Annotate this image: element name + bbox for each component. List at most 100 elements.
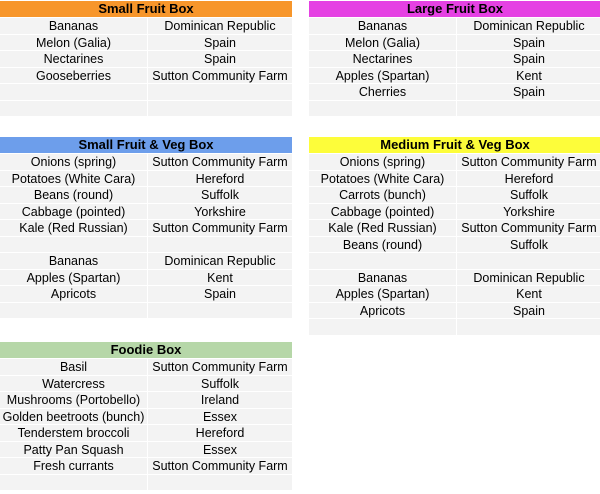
box-header[interactable]: Large Fruit Box: [309, 1, 600, 18]
item-cell[interactable]: Tenderstem broccoli: [0, 425, 148, 442]
item-cell[interactable]: Potatoes (White Cara): [309, 170, 457, 187]
item-cell[interactable]: Kale (Red Russian): [0, 220, 148, 237]
origin-cell[interactable]: Suffolk: [148, 375, 292, 392]
origin-cell[interactable]: Hereford: [148, 425, 292, 442]
box-header[interactable]: Small Fruit Box: [0, 1, 292, 18]
table-row: [309, 253, 600, 270]
item-cell[interactable]: Onions (spring): [0, 154, 148, 171]
item-cell[interactable]: Onions (spring): [309, 154, 457, 171]
origin-cell[interactable]: [148, 100, 292, 117]
origin-cell[interactable]: Sutton Community Farm: [148, 67, 292, 84]
box-header[interactable]: Medium Fruit & Veg Box: [309, 137, 600, 154]
item-cell[interactable]: Bananas: [0, 253, 148, 270]
item-cell[interactable]: [0, 100, 148, 117]
origin-cell[interactable]: Suffolk: [148, 187, 292, 204]
item-cell[interactable]: Apricots: [309, 302, 457, 319]
item-cell[interactable]: Nectarines: [309, 51, 457, 68]
table-row: [0, 302, 292, 319]
item-cell[interactable]: Melon (Galia): [309, 34, 457, 51]
origin-cell[interactable]: Dominican Republic: [148, 253, 292, 270]
item-cell[interactable]: [0, 84, 148, 101]
item-cell[interactable]: Beans (round): [309, 236, 457, 253]
origin-cell[interactable]: Essex: [148, 441, 292, 458]
origin-cell[interactable]: [148, 474, 292, 491]
item-cell[interactable]: Patty Pan Squash: [0, 441, 148, 458]
origin-cell[interactable]: Kent: [457, 286, 600, 303]
origin-cell[interactable]: [148, 302, 292, 319]
item-cell[interactable]: Cherries: [309, 84, 457, 101]
item-cell[interactable]: [309, 319, 457, 336]
table-row: Nectarines Spain: [309, 51, 600, 68]
medium-fruit-veg-box-table: Medium Fruit & Veg Box Onions (spring) Sut…: [309, 137, 600, 336]
table-row: Bananas Dominican Republic: [309, 18, 600, 35]
item-cell[interactable]: Cabbage (pointed): [309, 203, 457, 220]
item-cell[interactable]: [309, 100, 457, 117]
origin-cell[interactable]: Spain: [148, 286, 292, 303]
item-cell[interactable]: Watercress: [0, 375, 148, 392]
origin-cell[interactable]: Hereford: [457, 170, 600, 187]
origin-cell[interactable]: Suffolk: [457, 236, 600, 253]
box-header[interactable]: Foodie Box: [0, 342, 292, 359]
item-cell[interactable]: Kale (Red Russian): [309, 220, 457, 237]
origin-cell[interactable]: Sutton Community Farm: [457, 220, 600, 237]
origin-cell[interactable]: Spain: [457, 51, 600, 68]
origin-cell[interactable]: Sutton Community Farm: [148, 458, 292, 475]
origin-cell[interactable]: Spain: [148, 51, 292, 68]
origin-cell[interactable]: Sutton Community Farm: [148, 154, 292, 171]
origin-cell[interactable]: Suffolk: [457, 187, 600, 204]
origin-cell[interactable]: Yorkshire: [457, 203, 600, 220]
origin-cell[interactable]: Spain: [148, 34, 292, 51]
origin-cell[interactable]: Spain: [457, 34, 600, 51]
item-cell[interactable]: Apricots: [0, 286, 148, 303]
origin-cell[interactable]: [457, 100, 600, 117]
origin-cell[interactable]: [148, 84, 292, 101]
item-cell[interactable]: Apples (Spartan): [0, 269, 148, 286]
item-cell[interactable]: Basil: [0, 359, 148, 376]
item-cell[interactable]: Apples (Spartan): [309, 286, 457, 303]
item-cell[interactable]: [309, 253, 457, 270]
table-row: Golden beetroots (bunch) Essex: [0, 408, 292, 425]
origin-cell[interactable]: Dominican Republic: [148, 18, 292, 35]
item-cell[interactable]: [0, 302, 148, 319]
origin-cell[interactable]: Sutton Community Farm: [457, 154, 600, 171]
item-cell[interactable]: Mushrooms (Portobello): [0, 392, 148, 409]
item-cell[interactable]: Beans (round): [0, 187, 148, 204]
table-row: [0, 474, 292, 491]
item-cell[interactable]: Potatoes (White Cara): [0, 170, 148, 187]
origin-cell[interactable]: Spain: [457, 84, 600, 101]
origin-cell[interactable]: Yorkshire: [148, 203, 292, 220]
origin-cell[interactable]: Sutton Community Farm: [148, 220, 292, 237]
origin-cell[interactable]: [457, 319, 600, 336]
table-row: Patty Pan Squash Essex: [0, 441, 292, 458]
origin-cell[interactable]: Ireland: [148, 392, 292, 409]
table-row: Beans (round) Suffolk: [309, 236, 600, 253]
item-cell[interactable]: Bananas: [0, 18, 148, 35]
box-header[interactable]: Small Fruit & Veg Box: [0, 137, 292, 154]
origin-cell[interactable]: [148, 236, 292, 253]
table-row: Cabbage (pointed) Yorkshire: [309, 203, 600, 220]
item-cell[interactable]: Apples (Spartan): [309, 67, 457, 84]
item-cell[interactable]: [0, 474, 148, 491]
origin-cell[interactable]: Essex: [148, 408, 292, 425]
item-cell[interactable]: Cabbage (pointed): [0, 203, 148, 220]
item-cell[interactable]: Nectarines: [0, 51, 148, 68]
table-row: Onions (spring) Sutton Community Farm: [0, 154, 292, 171]
item-cell[interactable]: Melon (Galia): [0, 34, 148, 51]
origin-cell[interactable]: Spain: [457, 302, 600, 319]
origin-cell[interactable]: Kent: [148, 269, 292, 286]
item-cell[interactable]: Fresh currants: [0, 458, 148, 475]
item-cell[interactable]: Gooseberries: [0, 67, 148, 84]
item-cell[interactable]: Carrots (bunch): [309, 187, 457, 204]
origin-cell[interactable]: Hereford: [148, 170, 292, 187]
table-row: Mushrooms (Portobello) Ireland: [0, 392, 292, 409]
item-cell[interactable]: Bananas: [309, 18, 457, 35]
origin-cell[interactable]: Sutton Community Farm: [148, 359, 292, 376]
origin-cell[interactable]: Kent: [457, 67, 600, 84]
table-row: Apples (Spartan) Kent: [0, 269, 292, 286]
origin-cell[interactable]: [457, 253, 600, 270]
origin-cell[interactable]: Dominican Republic: [457, 269, 600, 286]
origin-cell[interactable]: Dominican Republic: [457, 18, 600, 35]
item-cell[interactable]: [0, 236, 148, 253]
item-cell[interactable]: Golden beetroots (bunch): [0, 408, 148, 425]
item-cell[interactable]: Bananas: [309, 269, 457, 286]
